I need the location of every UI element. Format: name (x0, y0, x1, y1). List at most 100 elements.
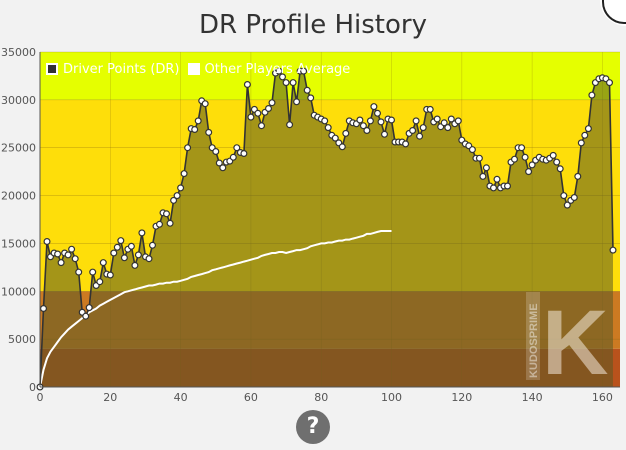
x-tick-label-160: 160 (592, 391, 613, 404)
legend-swatch-other-players (187, 63, 200, 75)
data-point-27 (131, 261, 139, 269)
data-point-26 (127, 242, 135, 250)
data-point-38 (170, 196, 178, 204)
legend-item-other-players[interactable]: Other Players Average (187, 61, 351, 77)
data-point-147 (553, 158, 561, 166)
data-point-50 (212, 148, 220, 156)
data-point-119 (454, 117, 462, 125)
data-point-95 (370, 103, 378, 111)
data-point-146 (549, 151, 557, 159)
axes: 0 5000 10000 15000 20000 25000 30000 35000 0 20 40… (1, 46, 620, 404)
data-point-91 (356, 116, 364, 124)
data-point-84 (331, 134, 339, 142)
data-point-51 (215, 159, 223, 167)
data-point-28 (134, 251, 142, 259)
data-point-149 (560, 192, 568, 200)
data-point-47 (201, 100, 209, 108)
data-point-65 (265, 104, 273, 112)
data-point-22 (113, 243, 121, 251)
help-button[interactable]: ? (296, 410, 330, 444)
data-point-56 (233, 144, 241, 152)
data-point-116 (444, 124, 452, 132)
data-point-93 (363, 126, 371, 134)
band-3 (40, 52, 620, 100)
data-point-108 (416, 132, 424, 140)
data-point-130 (493, 175, 501, 183)
data-point-55 (229, 153, 237, 161)
x-tick-label-60: 60 (244, 391, 258, 404)
data-point-52 (219, 164, 227, 172)
data-point-1 (39, 305, 47, 313)
data-point-58 (240, 150, 248, 158)
data-point-150 (563, 201, 571, 209)
data-point-157 (588, 91, 596, 99)
data-point-36 (163, 210, 171, 218)
data-point-94 (366, 117, 374, 125)
data-point-148 (556, 165, 564, 173)
data-point-62 (254, 109, 262, 117)
data-point-15 (89, 268, 97, 276)
data-point-75 (300, 67, 308, 75)
data-point-87 (342, 129, 350, 137)
legend-item-driver-points[interactable]: Driver Points (DR) (46, 62, 180, 77)
data-point-73 (293, 98, 301, 106)
y-tick-label-30000: 30000 (1, 94, 36, 107)
data-point-66 (268, 99, 276, 107)
y-tick-label-10000: 10000 (1, 285, 36, 298)
data-point-109 (419, 124, 427, 132)
data-point-113 (433, 115, 441, 123)
data-point-37 (166, 219, 174, 227)
data-point-163 (609, 246, 617, 254)
data-point-97 (377, 118, 385, 126)
data-point-68 (275, 67, 283, 75)
data-point-77 (307, 94, 315, 102)
watermark-letter: K (542, 292, 608, 380)
watermark-text: KUDOSPRIME (528, 303, 540, 378)
data-point-63 (258, 122, 266, 130)
data-point-32 (149, 241, 157, 249)
data-point-117 (447, 115, 455, 123)
data-point-48 (205, 128, 213, 136)
data-point-127 (482, 164, 490, 172)
data-point-154 (577, 139, 585, 147)
data-point-104 (402, 140, 410, 148)
data-point-81 (321, 117, 329, 125)
data-point-24 (120, 254, 128, 262)
data-point-156 (584, 125, 592, 133)
data-point-20 (106, 271, 114, 279)
y-tick-label-20000: 20000 (1, 190, 36, 203)
data-point-155 (581, 131, 589, 139)
legend-label-other-players: Other Players Average (204, 61, 351, 77)
data-point-11 (75, 268, 83, 276)
legend-swatch-driver-points (46, 63, 58, 75)
data-point-138 (521, 153, 529, 161)
data-point-111 (426, 105, 434, 113)
data-point-82 (324, 124, 332, 132)
data-point-8 (64, 251, 72, 259)
data-point-100 (388, 116, 396, 124)
data-point-162 (605, 79, 613, 87)
y-tick-label-35000: 35000 (1, 46, 36, 59)
data-point-106 (409, 126, 417, 134)
data-point-70 (282, 79, 290, 87)
data-point-14 (85, 304, 93, 312)
data-point-72 (289, 79, 297, 87)
x-tick-label-0: 0 (37, 391, 44, 404)
x-tick-label-100: 100 (381, 391, 402, 404)
data-point-31 (145, 255, 153, 263)
series-line-other-players (39, 230, 392, 388)
data-point-153 (574, 172, 582, 180)
x-tick-label-120: 120 (451, 391, 472, 404)
data-point-133 (504, 182, 512, 190)
legend-label-driver-points: Driver Points (DR) (63, 61, 180, 77)
data-point-29 (138, 229, 146, 237)
data-point-40 (177, 184, 185, 192)
data-point-39 (173, 192, 181, 200)
data-point-107 (412, 117, 420, 125)
driver-points-markers (36, 67, 617, 391)
data-point-152 (570, 194, 578, 202)
data-point-13 (82, 312, 90, 320)
data-point-115 (440, 119, 448, 127)
data-point-140 (528, 161, 536, 169)
